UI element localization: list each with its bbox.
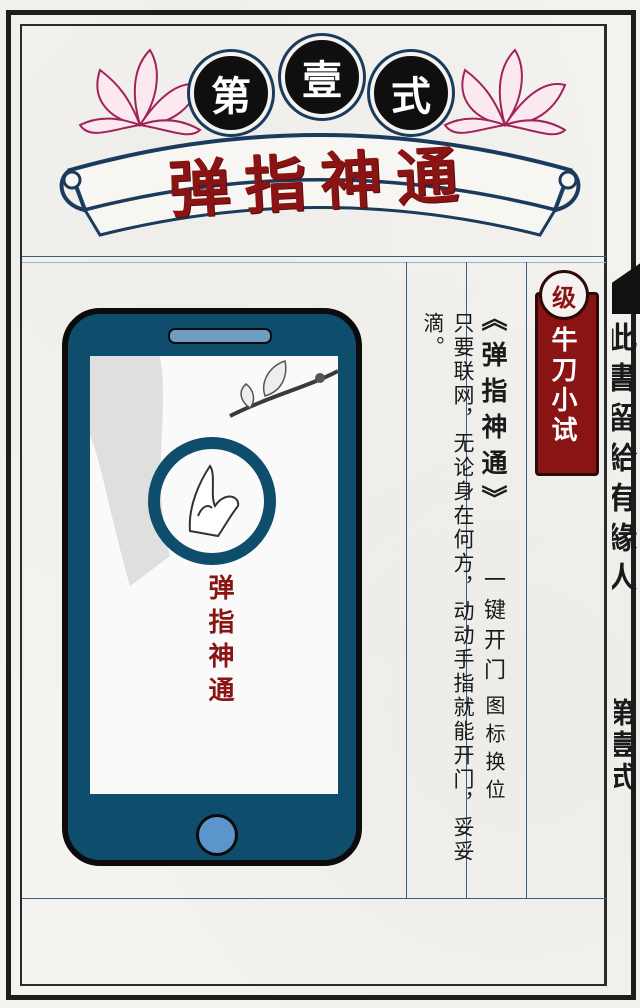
screen-title: 弹指神通 xyxy=(204,574,234,710)
header-divider xyxy=(22,256,606,257)
footer-divider xyxy=(22,898,606,899)
medal-yi: 壹 xyxy=(281,36,363,118)
level-tag xyxy=(535,292,599,476)
column-line xyxy=(466,262,467,898)
lotus-right-icon xyxy=(443,48,567,136)
lotus-left-icon xyxy=(78,48,202,136)
medal-di: 第 xyxy=(190,52,272,134)
feature-summary: 一键开门 xyxy=(480,568,505,688)
phone-screen: 弹指神通 xyxy=(90,356,338,794)
phone-illustration: 弹指神通 xyxy=(62,308,362,866)
column-line xyxy=(406,262,407,898)
column-line xyxy=(526,262,527,898)
feature-name: 《弹指神通》 xyxy=(477,305,507,521)
chapter-title: 弹指神通 xyxy=(166,138,474,227)
feature-note: 图标换位 xyxy=(482,695,506,807)
magnolia-icon xyxy=(229,360,338,418)
inner-frame xyxy=(20,24,606,986)
header-divider-2 xyxy=(22,262,606,263)
phone-home-button xyxy=(196,814,238,856)
phone-speaker xyxy=(168,328,272,344)
page-edge-line xyxy=(606,24,607,986)
level-label: 牛刀小试 xyxy=(547,326,577,446)
level-badge: 级 xyxy=(539,270,589,320)
next-page-text: 此書留給有緣人 xyxy=(612,322,636,602)
hand-snap-icon xyxy=(188,464,240,538)
medal-shi: 式 xyxy=(370,52,452,134)
screen-art xyxy=(90,356,338,586)
next-page-chapter: 第壹式 xyxy=(614,698,637,794)
scroll-banner-graphic xyxy=(59,48,581,237)
description-text: 只要联网，无论身在何方，动动手指就能开门，妥妥滴。 xyxy=(421,312,475,864)
outer-frame xyxy=(6,10,636,1000)
